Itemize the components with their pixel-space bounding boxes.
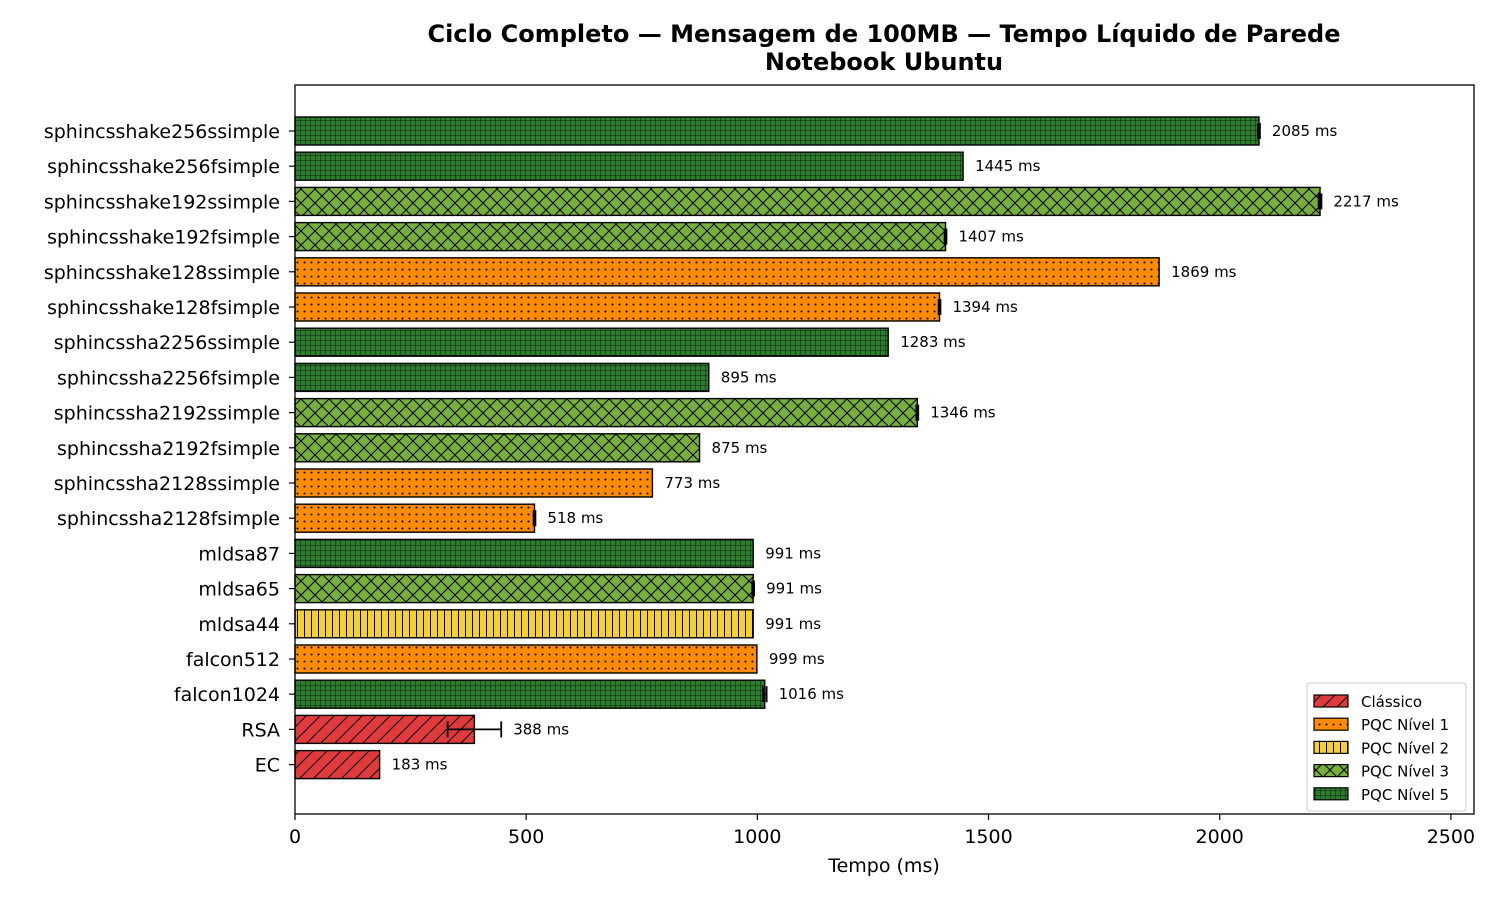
bar-sphincssha2192ssimple	[294, 397, 919, 428]
legend-label-dots: PQC Nível 1	[1361, 716, 1449, 734]
data-label-sphincsshake128fsimple: 1394 ms	[952, 298, 1018, 316]
data-label-sphincsshake192ssimple: 2217 ms	[1333, 192, 1399, 210]
data-label-sphincssha2128ssimple: 773 ms	[664, 474, 720, 492]
bar-sphincsshake128fsimple	[294, 292, 941, 322]
x-tick-label-2500: 2500	[1427, 826, 1475, 848]
y-tick-label-mldsa87: mldsa87	[198, 543, 280, 565]
bar-mldsa65	[294, 573, 754, 604]
y-tick-label-sphincssha2128fsimple: sphincssha2128fsimple	[57, 508, 280, 530]
y-tick-label-sphincssha2192ssimple: sphincssha2192ssimple	[54, 403, 280, 425]
bar-EC	[294, 749, 381, 780]
bar-falcon512	[294, 644, 758, 674]
bar-sphincssha2128ssimple	[294, 468, 654, 498]
y-tick-label-sphincssha2192fsimple: sphincssha2192fsimple	[57, 438, 280, 460]
data-label-falcon1024: 1016 ms	[779, 685, 845, 703]
data-label-sphincsshake128ssimple: 1869 ms	[1171, 263, 1237, 281]
legend: Clássico PQC Nível 1 PQC Nível 2 PQC Nível …	[1306, 682, 1467, 812]
bar-sphincssha2192fsimple	[294, 433, 701, 463]
bar-sphincsshake256fsimple	[294, 151, 964, 181]
data-label-EC: 183 ms	[392, 756, 448, 774]
y-tick-label-sphincsshake192ssimple: sphincsshake192ssimple	[44, 191, 280, 213]
bar-sphincssha2256fsimple	[294, 362, 710, 393]
legend-label-diagonal: Clássico	[1361, 693, 1422, 711]
data-label-mldsa65: 991 ms	[766, 580, 822, 598]
legend-label-crosshatch: PQC Nível 3	[1361, 763, 1449, 781]
legend-swatch-crosshatch	[1313, 763, 1349, 778]
legend-swatch-vertical	[1313, 740, 1349, 755]
data-label-sphincsshake256fsimple: 1445 ms	[975, 157, 1041, 175]
y-tick-label-mldsa44: mldsa44	[198, 614, 280, 636]
bar-sphincsshake192ssimple	[294, 186, 1321, 217]
data-label-sphincssha2256fsimple: 895 ms	[721, 368, 777, 386]
bar-mldsa87	[294, 538, 754, 569]
bar-falcon1024	[294, 679, 766, 709]
errorbar-sphincsshake192fsimple	[943, 228, 948, 245]
bar-sphincssha2256ssimple	[294, 327, 889, 357]
data-label-sphincssha2192ssimple: 1346 ms	[930, 404, 996, 422]
y-tick-label-sphincsshake128ssimple: sphincsshake128ssimple	[44, 262, 280, 284]
chart-title: Ciclo Completo — Mensagem de 100MB — Tem…	[428, 20, 1341, 48]
x-axis-label: Tempo (ms)	[827, 855, 940, 877]
errorbar-sphincssha2128fsimple	[532, 510, 537, 527]
errorbar-sphincsshake128fsimple	[937, 299, 942, 315]
errorbar-mldsa65	[751, 580, 756, 597]
plot-area-frame	[294, 84, 1475, 815]
x-tick-label-500: 500	[508, 826, 544, 848]
y-tick-label-RSA: RSA	[241, 719, 280, 741]
errorbar-sphincssha2192ssimple	[915, 404, 920, 421]
x-tick-label-1500: 1500	[964, 826, 1012, 848]
y-tick-label-sphincssha2256ssimple: sphincssha2256ssimple	[54, 332, 280, 354]
legend-swatch-diagonal	[1313, 694, 1349, 708]
y-tick-label-falcon512: falcon512	[186, 649, 280, 671]
y-tick-label-sphincssha2128ssimple: sphincssha2128ssimple	[54, 473, 280, 495]
data-label-sphincssha2256ssimple: 1283 ms	[900, 333, 966, 351]
data-label-sphincssha2128fsimple: 518 ms	[547, 509, 603, 527]
legend-label-vertical: PQC Nível 2	[1361, 739, 1449, 757]
y-tick-label-sphincsshake256fsimple: sphincsshake256fsimple	[47, 156, 280, 178]
data-label-RSA: 388 ms	[513, 720, 569, 738]
x-axis: 0 500 1000 1500 2000 2500	[289, 814, 1475, 848]
bar-sphincsshake192fsimple	[294, 221, 947, 252]
data-label-sphincsshake256ssimple: 2085 ms	[1272, 122, 1338, 140]
x-tick-label-1000: 1000	[733, 826, 781, 848]
y-tick-label-sphincssha2256fsimple: sphincssha2256fsimple	[57, 367, 280, 389]
chart-subtitle: Notebook Ubuntu	[765, 48, 1003, 76]
y-tick-label-falcon1024: falcon1024	[174, 684, 280, 706]
y-axis: sphincsshake256ssimple sphincsshake256fsi…	[44, 121, 295, 777]
bar-sphincssha2128fsimple	[294, 503, 536, 533]
x-tick-label-2000: 2000	[1196, 826, 1244, 848]
legend-swatch-grid	[1313, 787, 1349, 801]
bar-sphincsshake128ssimple	[294, 257, 1160, 287]
data-label-sphincssha2192fsimple: 875 ms	[712, 439, 768, 457]
bar-sphincsshake256ssimple	[294, 116, 1260, 146]
legend-label-grid: PQC Nível 5	[1361, 786, 1449, 804]
data-label-sphincsshake192fsimple: 1407 ms	[958, 228, 1024, 246]
y-tick-label-EC: EC	[255, 755, 280, 777]
errorbar-sphincsshake192ssimple	[1317, 193, 1323, 210]
data-label-falcon512: 999 ms	[769, 650, 825, 668]
errorbar-falcon1024	[762, 686, 768, 703]
bars-layer	[294, 116, 1321, 780]
data-labels-layer: 2085 ms 1445 ms 2217 ms 1407 ms 1869 ms 1394 …	[392, 122, 1399, 774]
errorbar-sphincsshake256ssimple	[1257, 123, 1261, 139]
y-tick-label-mldsa65: mldsa65	[198, 579, 280, 601]
y-tick-label-sphincsshake192fsimple: sphincsshake192fsimple	[47, 227, 280, 249]
errorbars-layer	[446, 123, 1323, 738]
x-tick-label-0: 0	[289, 826, 301, 848]
data-label-mldsa44: 991 ms	[765, 615, 821, 633]
errorbar-RSA	[446, 721, 503, 738]
legend-swatch-dots	[1313, 717, 1349, 731]
legend-frame	[1306, 682, 1467, 812]
y-tick-label-sphincsshake256ssimple: sphincsshake256ssimple	[44, 121, 280, 143]
data-label-mldsa87: 991 ms	[765, 544, 821, 562]
bar-mldsa44	[294, 609, 754, 639]
y-tick-label-sphincsshake128fsimple: sphincsshake128fsimple	[47, 297, 280, 319]
